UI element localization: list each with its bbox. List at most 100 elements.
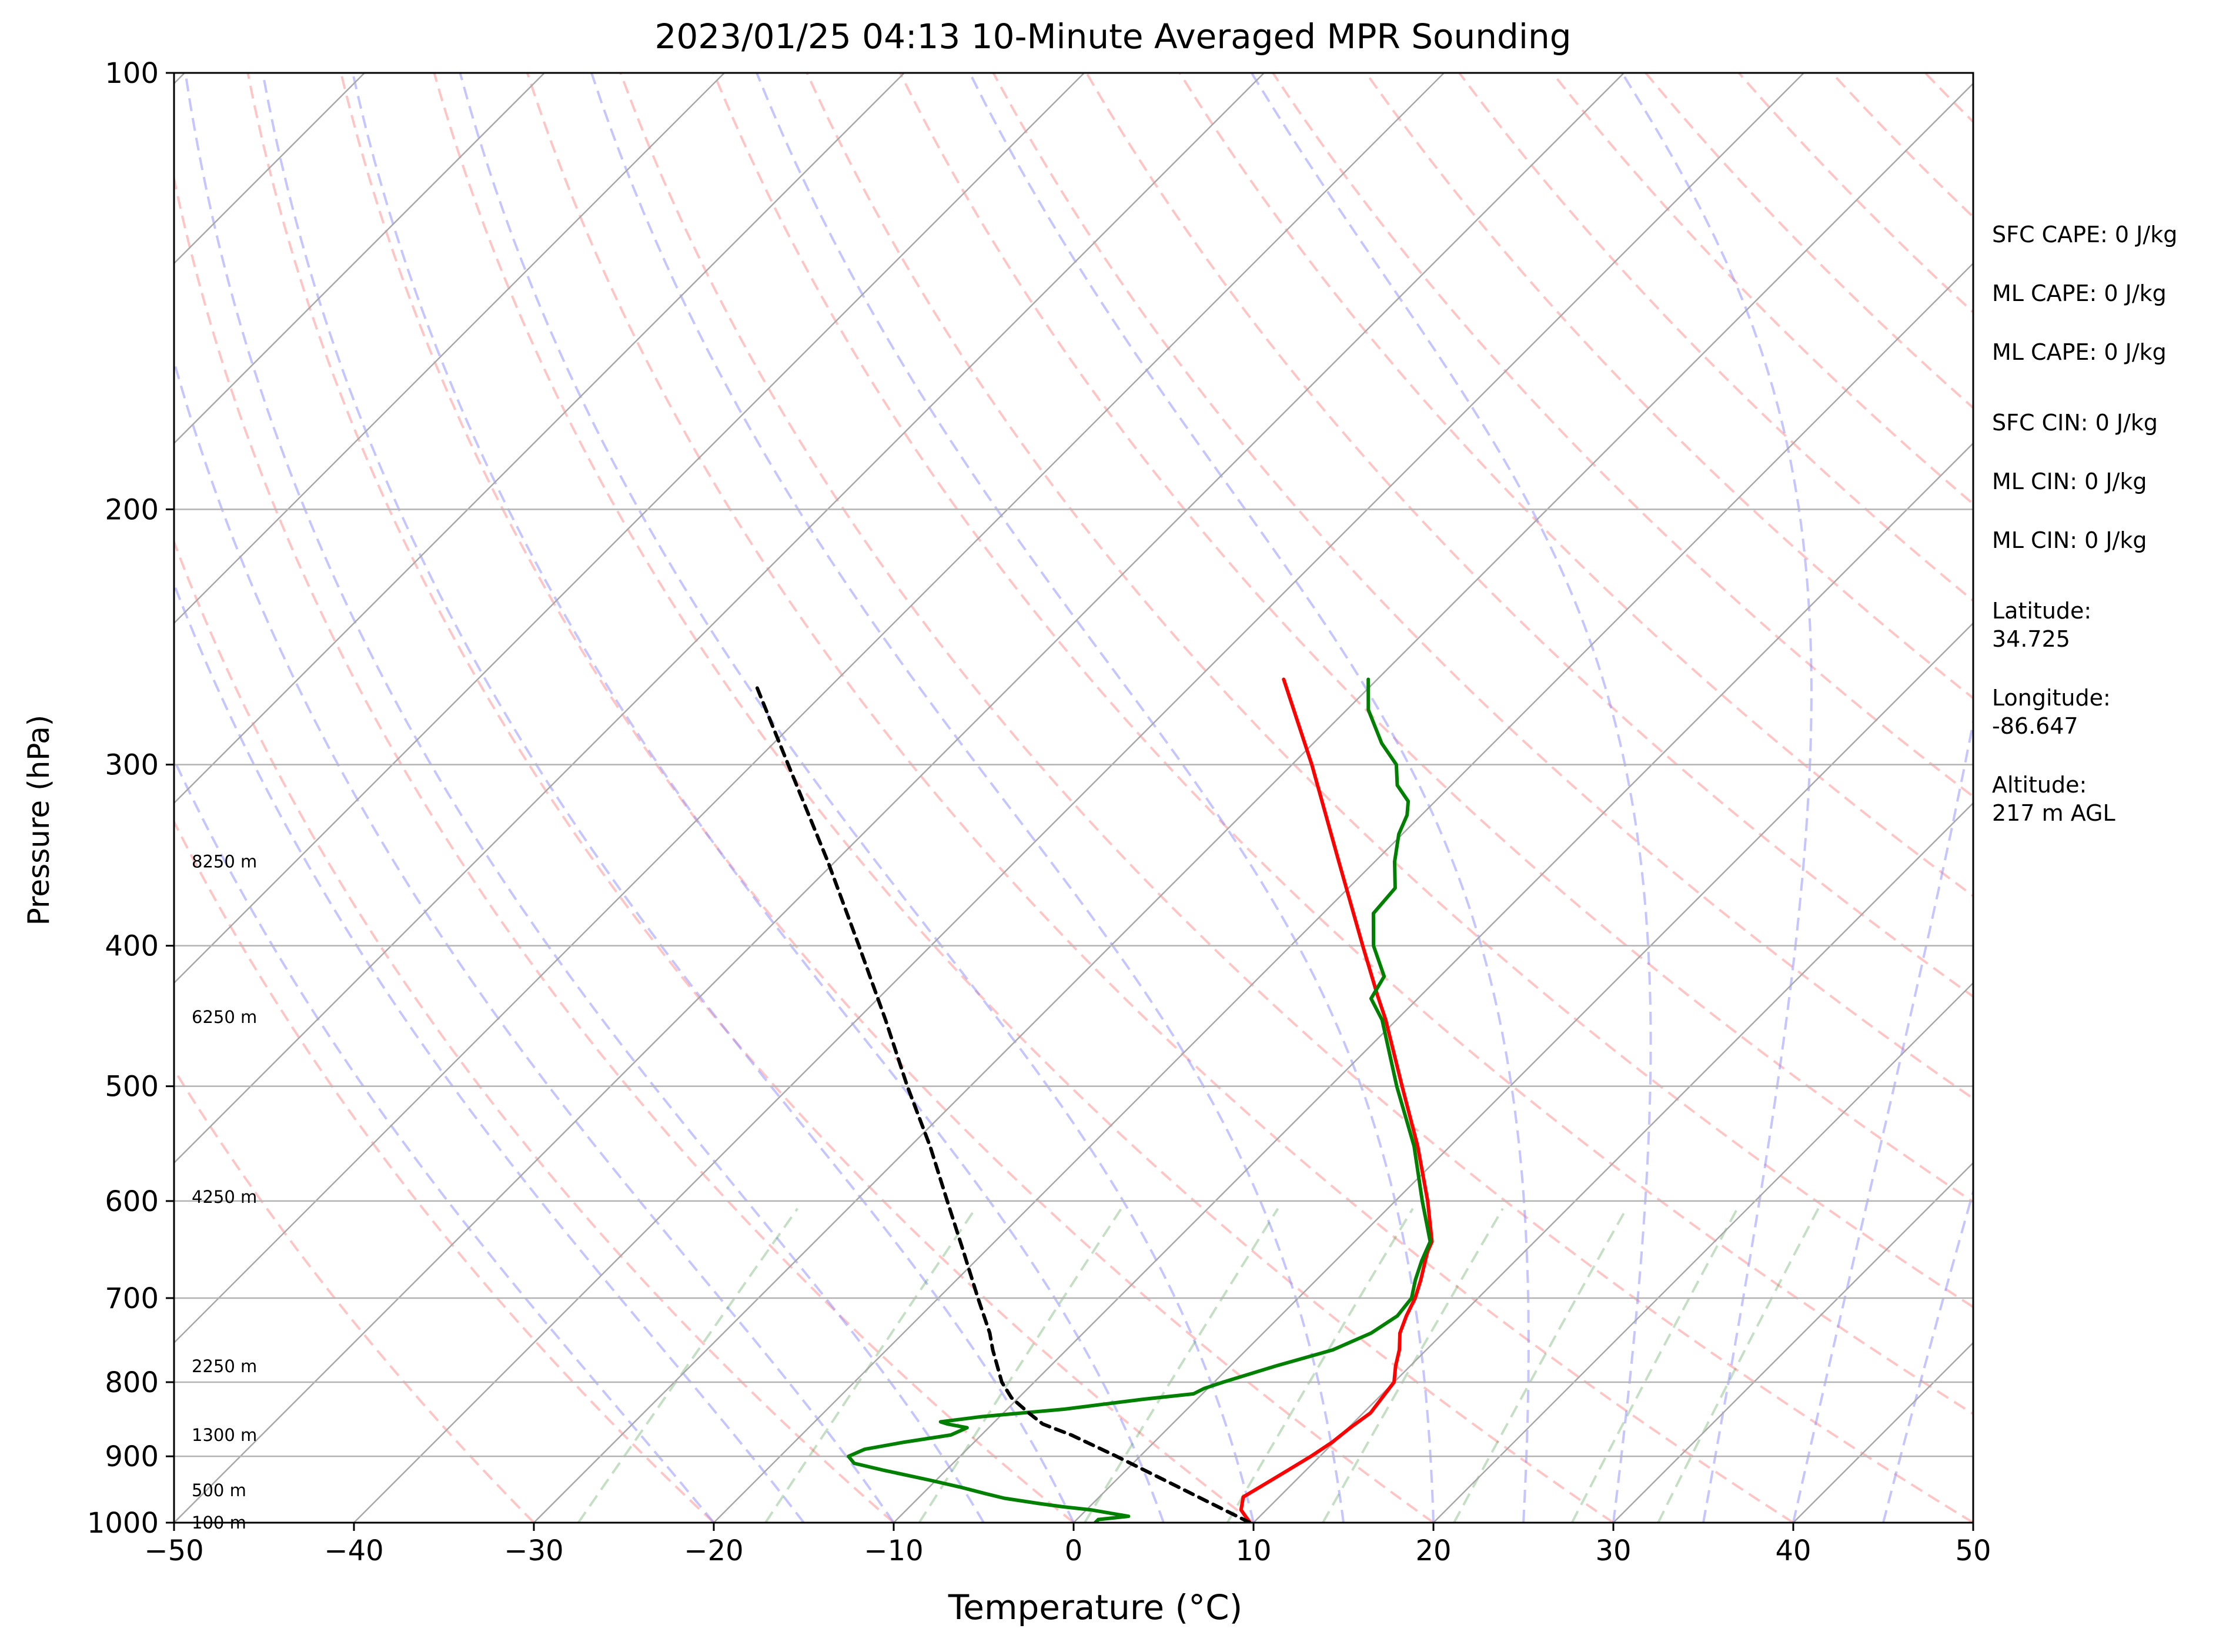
moist-adiabat-line: [174, 357, 895, 1523]
x-tick-label: 50: [1955, 1534, 1991, 1567]
chart-title: 2023/01/25 04:13 10-Minute Averaged MPR …: [654, 16, 1572, 56]
dry-adiabat-line: [174, 539, 895, 1523]
x-tick-label: −50: [144, 1534, 203, 1567]
dry-adiabat-line: [713, 73, 1973, 1416]
height-label: 1300 m: [192, 1425, 257, 1445]
dry-adiabat-line: [340, 73, 1435, 1523]
dry-adiabat-line: [1178, 73, 1973, 898]
y-tick-label: 200: [105, 493, 159, 526]
profile-lines: [754, 677, 1434, 1523]
isotherm-line: [174, 73, 1265, 1164]
mixing-ratio-line: [1084, 1208, 1279, 1523]
isotherm-line: [893, 442, 1973, 1523]
isotherm-line: [533, 82, 1973, 1523]
x-tick-label: 0: [1065, 1534, 1083, 1567]
dry-adiabat-line: [992, 73, 1973, 1101]
moist-adiabat-line: [968, 73, 1530, 1523]
height-label: 6250 m: [192, 1007, 257, 1027]
isotherm-line: [174, 73, 1625, 1523]
dry-adiabat-line: [805, 73, 1973, 1309]
y-tick-label: 800: [105, 1366, 159, 1399]
isotherm-line: [174, 73, 1085, 984]
mixing-ratio-line: [918, 1208, 1122, 1523]
x-tick-label: 40: [1775, 1534, 1811, 1567]
dry-adiabat-line: [899, 73, 1973, 1203]
moist-adiabat-line: [1250, 73, 1652, 1523]
dry-adiabat-line: [174, 173, 1075, 1523]
height-label: 2250 m: [192, 1356, 257, 1376]
isotherm-line: [174, 73, 725, 624]
ml-cape-text-2: ML CAPE: 0 J/kg: [1992, 339, 2167, 365]
y-tick-label: 400: [105, 930, 159, 963]
stats-panel: SFC CAPE: 0 J/kg ML CAPE: 0 J/kg ML CAPE…: [1992, 220, 2221, 858]
isotherm-line: [174, 73, 545, 444]
latitude-text: Latitude: 34.725: [1992, 598, 2092, 652]
moist-adiabat-line: [1882, 1188, 1973, 1523]
dry-adiabat-line: [1645, 73, 1973, 410]
x-tick-label: −10: [864, 1534, 923, 1567]
x-tick-label: −30: [504, 1534, 563, 1567]
moist-adiabat-line: [174, 581, 805, 1523]
x-tick-label: 20: [1415, 1534, 1451, 1567]
longitude-text: Longitude: -86.647: [1992, 685, 2111, 739]
plot-frame: [173, 72, 1974, 1524]
profile-line: [847, 677, 1432, 1523]
dry-adiabat-line: [1458, 73, 1973, 603]
moist-adiabat-line: [1792, 716, 1973, 1523]
y-tick-label: 600: [105, 1185, 159, 1218]
ml-cin-text: ML CIN: 0 J/kg: [1992, 469, 2147, 494]
dry-adiabat-line: [1085, 73, 1973, 998]
mixing-ratio-line: [1226, 1208, 1414, 1523]
ml-cin-text-2: ML CIN: 0 J/kg: [1992, 527, 2147, 553]
dry-adiabat-line: [526, 73, 1794, 1523]
moist-adiabat-line: [351, 73, 1165, 1523]
moist-adiabat-line: [756, 73, 1435, 1523]
mixing-ratio-line: [1322, 1208, 1504, 1523]
background-lines: [0, 73, 1973, 1523]
x-tick-label: 10: [1235, 1534, 1271, 1567]
height-label: 100 m: [192, 1513, 246, 1533]
y-tick-label: 900: [105, 1440, 159, 1473]
mixing-ratio-line: [577, 1208, 799, 1523]
isotherm-line: [1433, 982, 1973, 1523]
isotherm-line: [1073, 622, 1973, 1523]
x-axis-label: Temperature (°C): [948, 1587, 1243, 1627]
altitude-text: Altitude: 217 m AGL: [1992, 772, 2115, 826]
moist-adiabat-line: [1621, 73, 1813, 1523]
y-tick-label: 300: [105, 749, 159, 782]
isotherm-line: [0, 73, 5, 1523]
isotherm-line: [353, 73, 1804, 1523]
x-tick-label: −40: [324, 1534, 383, 1567]
moist-adiabat-line: [261, 73, 1075, 1523]
y-tick-label: 100: [105, 57, 159, 90]
ml-cape-text: ML CAPE: 0 J/kg: [1992, 280, 2167, 306]
y-axis-label: Pressure (hPa): [22, 714, 56, 926]
dry-adiabat-line: [174, 1067, 535, 1523]
height-label: 500 m: [192, 1480, 246, 1500]
axes: −50 −40 −30 −20 −10 0 10 20 30 40 50 100 200 300 400 50…: [87, 57, 1991, 1567]
height-label: 4250 m: [192, 1187, 257, 1207]
y-tick-label: 700: [105, 1282, 159, 1315]
y-tick-label: 500: [105, 1071, 159, 1103]
moist-adiabat-line: [174, 757, 715, 1523]
moist-adiabat-line: [590, 73, 1345, 1523]
height-labels: 100 m 500 m 1300 m 2250 m 4250 m 6250 m 8250 m: [192, 852, 257, 1533]
isotherm-line: [174, 73, 905, 804]
mixing-ratio-line: [764, 1208, 977, 1523]
sfc-cin-text: SFC CIN: 0 J/kg: [1992, 410, 2158, 436]
dry-adiabat-line: [619, 73, 1973, 1523]
moist-adiabat-line: [459, 73, 1255, 1523]
mixing-ratio-line: [1657, 1208, 1820, 1523]
dry-adiabat-line: [1365, 73, 1973, 700]
sfc-cape-text: SFC CAPE: 0 J/kg: [1992, 222, 2178, 248]
isotherm-line: [713, 262, 1973, 1523]
moist-adiabat-line: [184, 73, 985, 1523]
height-label: 8250 m: [192, 852, 257, 872]
dry-adiabat-line: [433, 73, 1615, 1523]
isotherm-line: [1253, 802, 1973, 1523]
profile-line: [754, 684, 1252, 1523]
dry-adiabat-line: [1272, 73, 1973, 798]
x-tick-label: −20: [684, 1534, 743, 1567]
